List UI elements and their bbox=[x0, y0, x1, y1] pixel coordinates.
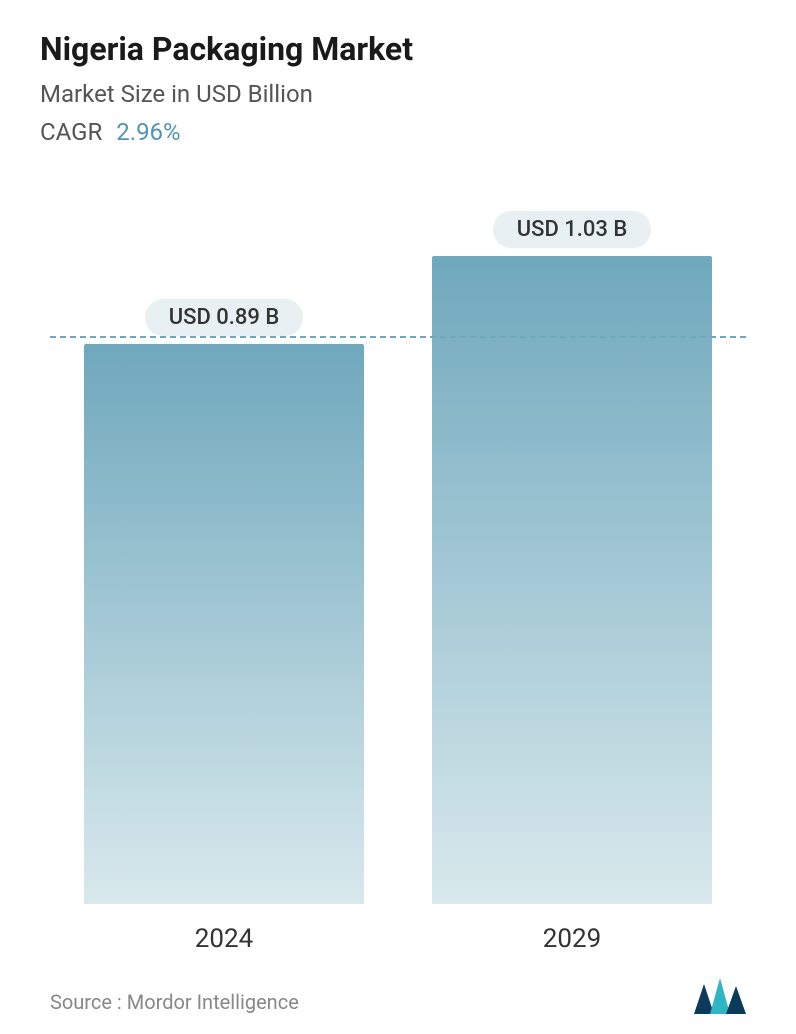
cagr-row: CAGR 2.96% bbox=[40, 118, 756, 146]
chart-area: USD 0.89 B USD 1.03 B 2024 2029 bbox=[50, 206, 746, 964]
chart-footer: Source : Mordor Intelligence bbox=[40, 964, 756, 1014]
bar-group-2029: USD 1.03 B bbox=[432, 206, 712, 904]
bar-2024 bbox=[84, 344, 364, 904]
source-text: Source : Mordor Intelligence bbox=[50, 990, 299, 1014]
bar-group-2024: USD 0.89 B bbox=[84, 206, 364, 904]
bar-2029 bbox=[432, 256, 712, 904]
value-pill: USD 0.89 B bbox=[145, 299, 304, 336]
bars-container: USD 0.89 B USD 1.03 B bbox=[50, 206, 746, 904]
cagr-value: 2.96% bbox=[116, 118, 180, 146]
chart-title: Nigeria Packaging Market bbox=[40, 30, 756, 68]
x-axis-label: 2029 bbox=[432, 924, 712, 954]
chart-subtitle: Market Size in USD Billion bbox=[40, 80, 756, 108]
value-pill: USD 1.03 B bbox=[493, 211, 652, 248]
reference-dashed-line bbox=[50, 336, 746, 338]
cagr-label: CAGR bbox=[40, 118, 102, 146]
x-axis-label: 2024 bbox=[84, 924, 364, 954]
x-axis: 2024 2029 bbox=[50, 924, 746, 954]
mordor-logo-icon bbox=[694, 978, 746, 1014]
